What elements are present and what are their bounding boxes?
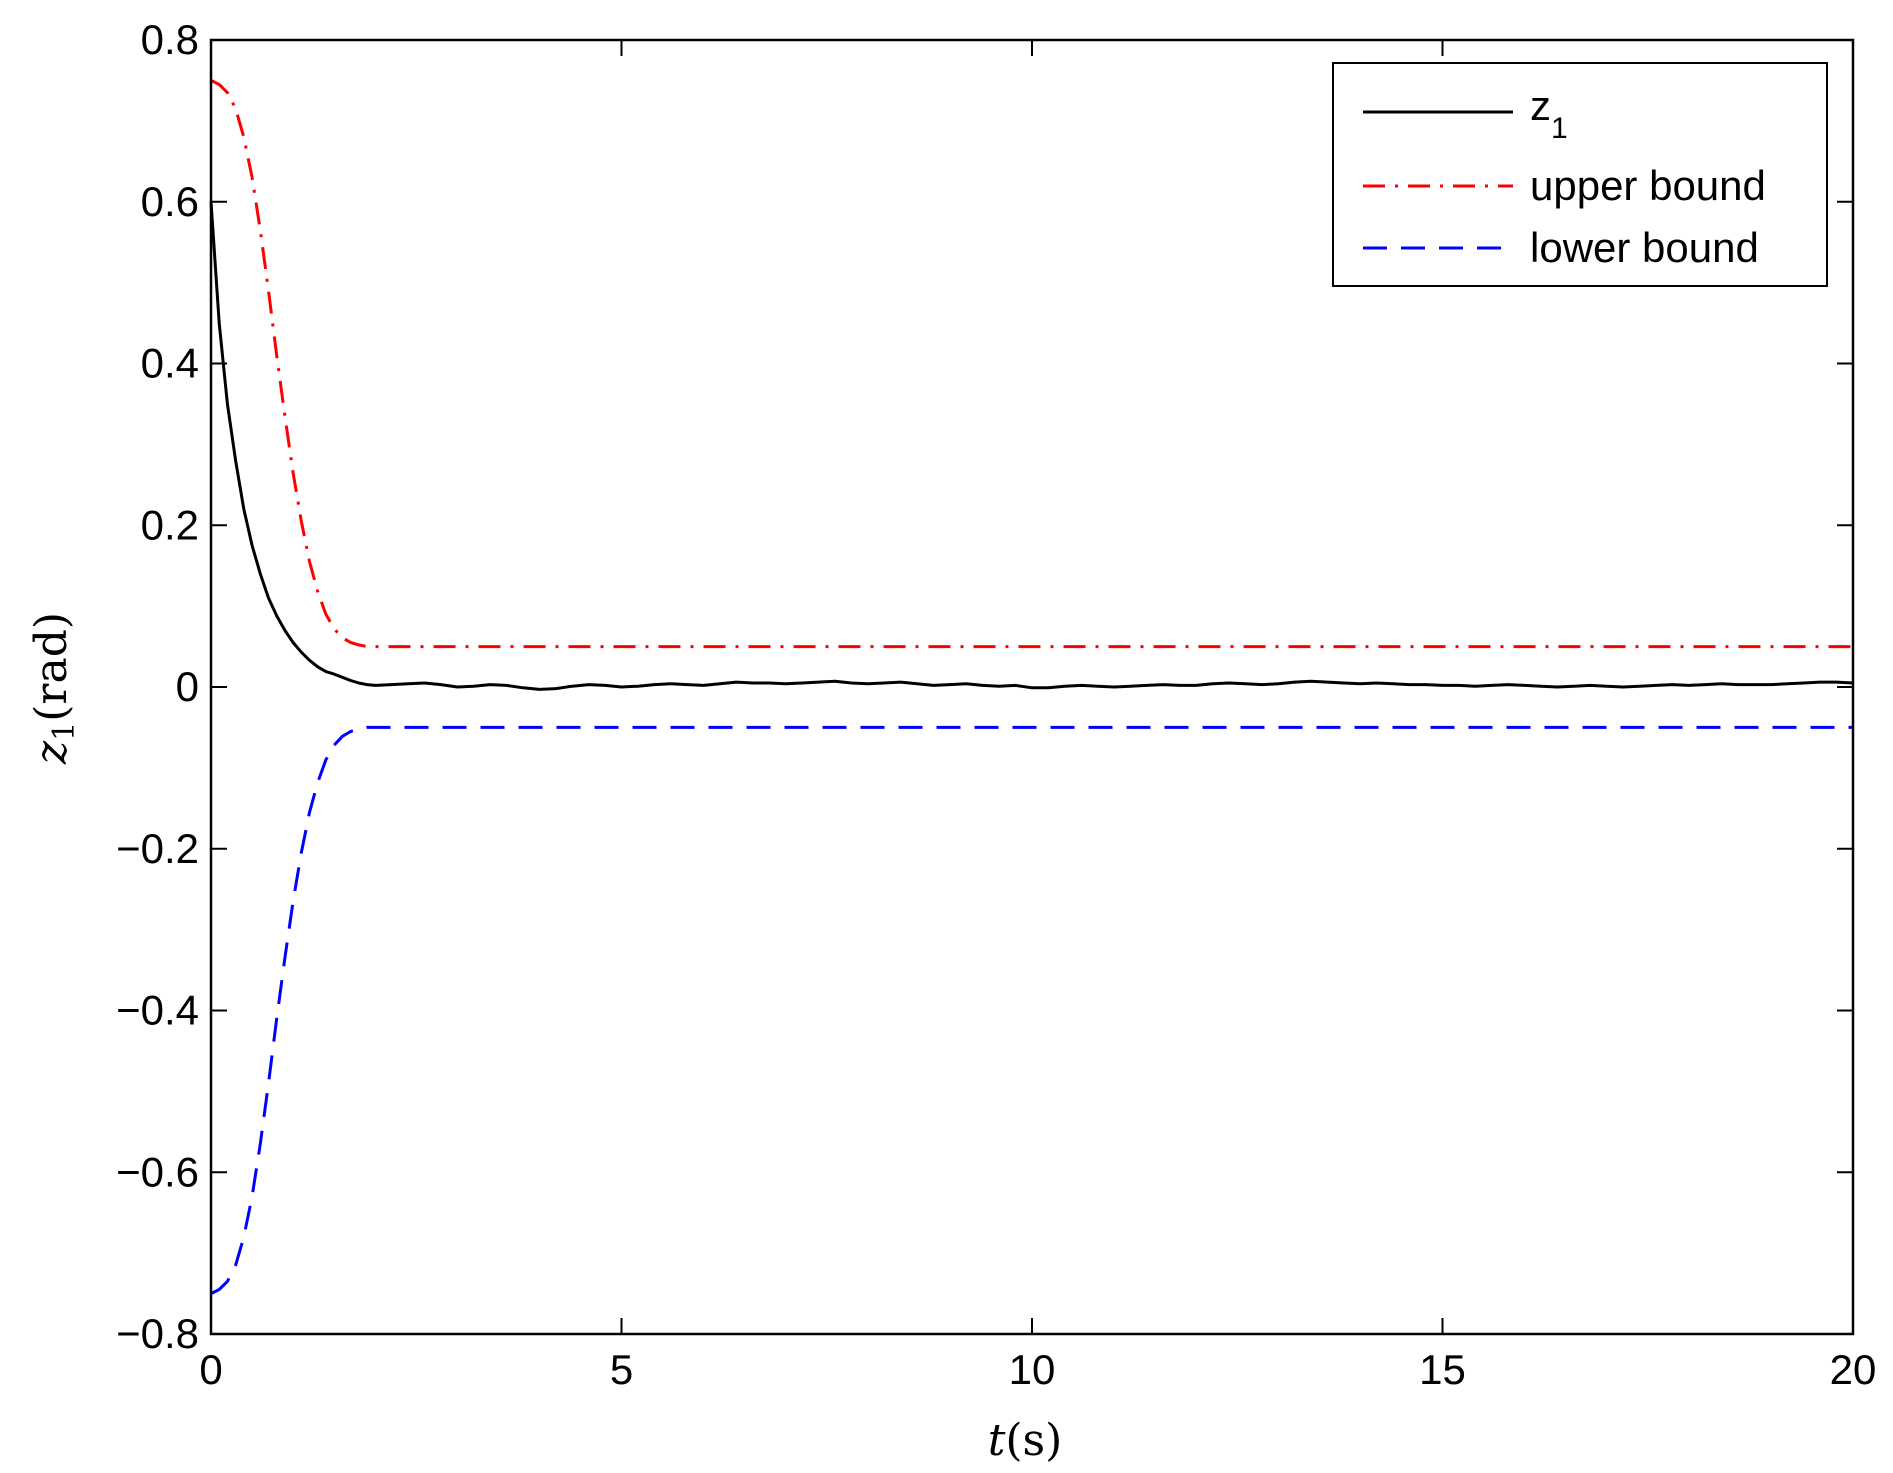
x-tick-label: 5 <box>610 1346 633 1393</box>
series-line-0 <box>209 201 1854 691</box>
y-tick-label: 0.4 <box>141 340 199 387</box>
series-line-1 <box>210 79 1853 649</box>
y-tick-label: −0.6 <box>116 1148 199 1195</box>
legend: z1 upper bound lower bound <box>1332 62 1828 287</box>
tick-marks <box>210 39 1854 1335</box>
y-tick-label: −0.2 <box>116 825 199 872</box>
x-tick-label: 0 <box>199 1346 222 1393</box>
y-tick-labels: 0.8 0.6 0.4 0.2 0 −0.2 −0.4 −0.6 −0.8 <box>116 16 199 1357</box>
series-layer <box>209 79 1854 1295</box>
legend-label-z1: z1 <box>1530 82 1568 145</box>
y-tick-label: 0.2 <box>141 501 199 548</box>
legend-label-z1-main: z <box>1530 82 1551 129</box>
x-axis-label-unit: (s) <box>1005 1415 1062 1466</box>
x-axis-label: t(s) <box>988 1415 1063 1466</box>
x-tick-label: 15 <box>1419 1346 1466 1393</box>
x-tick-label: 20 <box>1830 1346 1877 1393</box>
x-axis-label-var: t <box>988 1415 1006 1466</box>
y-tick-label: −0.4 <box>116 987 199 1034</box>
y-tick-label: −0.8 <box>116 1310 199 1357</box>
legend-label-z1-sub: 1 <box>1551 112 1568 145</box>
x-tick-label: 10 <box>1009 1346 1056 1393</box>
y-tick-label: 0.6 <box>141 178 199 225</box>
y-tick-label: 0.8 <box>141 16 199 63</box>
y-axis-label-var: z <box>26 740 77 765</box>
legend-label-lower-bound: lower bound <box>1530 224 1759 271</box>
x-tick-labels: 0 5 10 15 20 <box>199 1346 1876 1393</box>
y-axis-label-unit: (rad) <box>26 612 77 722</box>
series-line-2 <box>210 725 1853 1295</box>
y-axis-label: z1(rad) <box>26 612 82 765</box>
y-axis-label-sub: 1 <box>47 722 82 741</box>
legend-label-upper-bound: upper bound <box>1530 162 1766 209</box>
y-tick-label: 0 <box>176 663 199 710</box>
